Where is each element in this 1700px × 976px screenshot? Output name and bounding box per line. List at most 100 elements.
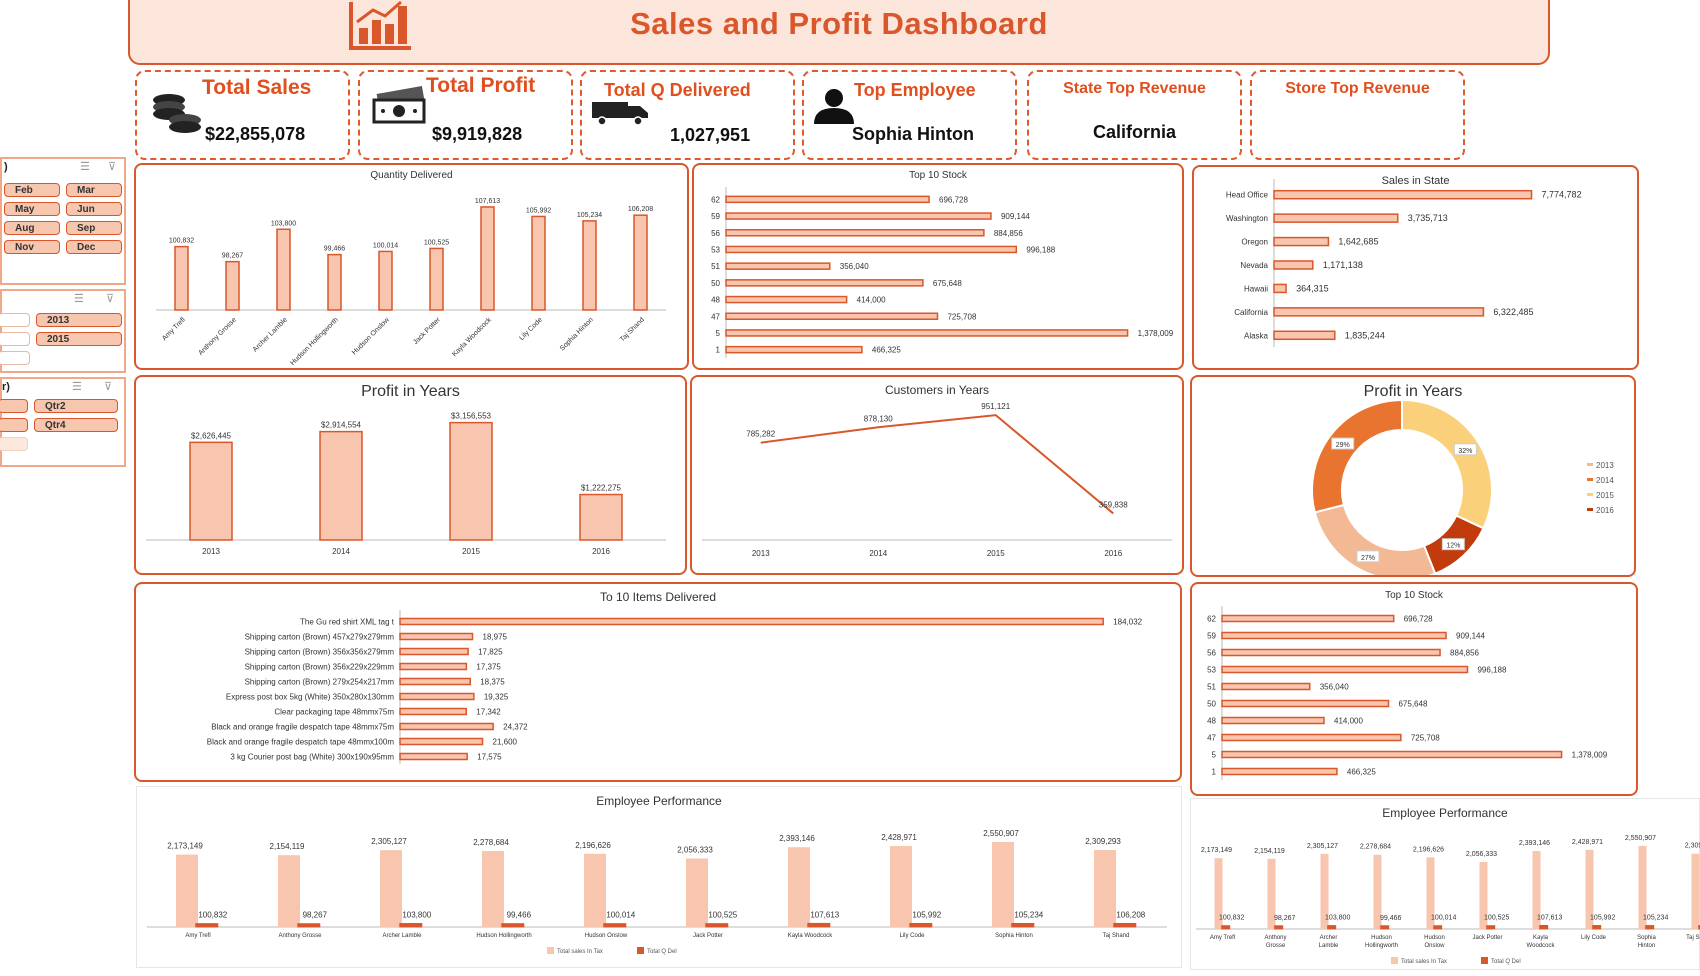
slicer-button[interactable] [0,399,28,413]
data-label: 17,342 [476,708,501,717]
slicer-button[interactable] [0,418,28,432]
bar [1221,925,1231,930]
bar [725,262,831,270]
quarter-slicer[interactable]: r) ☰ ⊽ Qtr2 Qtr4 [0,377,126,467]
slicer-button-empty[interactable] [0,351,30,365]
legend-swatch [1587,493,1593,496]
slice-label: 12% [1446,543,1460,550]
tick-label: 2016 [1104,549,1122,558]
slicer-button[interactable]: Qtr4 [34,418,118,432]
profit-in-years-panel: Profit in Years $2,626,445 2013 $2,914,554… [134,375,687,575]
slicer-button[interactable]: Mar [66,183,122,197]
data-label: 100,832 [1219,915,1244,922]
sales-in-state-panel: Sales in State Head Office 7,774,782 Washi… [1192,165,1639,370]
multi-select-icon[interactable]: ☰ [74,293,84,305]
tick-label: 5 [1212,751,1217,760]
data-label: 2,309,293 [1085,837,1121,846]
bar [992,841,1014,927]
data-label: $2,626,445 [191,431,232,440]
bar [584,853,606,927]
tick-label: Kayla Woodcock [451,316,493,358]
bar [1426,857,1435,929]
slicer-button[interactable]: Qtr2 [34,399,118,413]
slicer-button[interactable]: 2015 [36,332,122,346]
profit-in-years-chart: $2,626,445 2013 $2,914,554 2014 $3,156,553 20… [146,412,666,556]
slicer-button[interactable]: 2013 [36,313,122,327]
tick-label: Hudson [1424,935,1445,941]
slicer-button[interactable]: Nov [4,240,60,254]
bar [278,855,300,927]
tick-label: 53 [711,245,720,254]
tick-label: Black and orange fragile despatch tape 4… [211,723,394,732]
bar [195,923,219,928]
tick-label: 2013 [752,549,770,558]
data-label: 100,525 [424,239,449,246]
data-label: 2,278,684 [473,838,509,847]
bar [1221,716,1325,725]
slicer-button[interactable]: Dec [66,240,122,254]
tick-label: 53 [1207,666,1216,675]
bar [788,847,810,927]
slicer-button-empty[interactable] [0,313,30,327]
year-slicer[interactable]: ☰ ⊽ 2013 2015 [0,289,126,373]
slice-label: 32% [1458,448,1472,455]
bar [1638,845,1647,929]
tick-label: Grosse [1266,943,1286,949]
clear-filter-icon[interactable]: ⊽ [108,161,117,173]
legend-entry: Total sales In Tax [1401,959,1447,965]
bar [909,922,933,928]
data-label: 1,378,009 [1572,751,1608,760]
bar [1380,925,1390,930]
tick-label: Lily Code [1581,935,1607,941]
bar [725,279,924,287]
slicer-button[interactable]: Sep [66,221,122,235]
data-label: 356,040 [840,262,869,271]
slicer-button[interactable]: Aug [4,221,60,235]
slicer-button[interactable]: May [4,202,60,216]
slicer-button-empty[interactable] [0,332,30,346]
tick-label: Black and orange fragile despatch tape 4… [207,738,395,747]
data-label: 99,466 [1380,915,1402,922]
dashboard-title: Sales and Profit Dashboard [630,6,1048,41]
month-slicer[interactable]: ) ☰ ⊽ Feb Mar May Jun Aug Sep Nov Dec [0,157,126,285]
tick-label: 1 [716,346,721,355]
quantity-delivered-panel: Quantity Delivered 100,832 Amy Trefl 98,26… [134,163,689,370]
data-label: 3,735,713 [1408,213,1448,223]
legend-swatch [547,947,554,954]
data-label: 2,173,149 [167,842,203,851]
legend-swatch [1481,957,1488,964]
employee-performance-chart: 2,173,149 100,832 Amy Trefl 2,154,119 98,267… [147,829,1167,955]
data-label: 909,144 [1456,632,1485,641]
multi-select-icon[interactable]: ☰ [80,161,90,173]
bar [725,295,848,304]
tick-label: Kayla [1533,935,1549,941]
clear-filter-icon[interactable]: ⊽ [106,293,115,305]
data-label: 359,838 [1099,500,1128,509]
data-label: 2,393,146 [1519,840,1550,847]
slicer-button[interactable]: Feb [4,183,60,197]
slice-label: 29% [1336,442,1350,449]
bar [725,312,939,320]
bar [399,662,468,671]
slicer-button[interactable]: Jun [66,202,122,216]
clear-filter-icon[interactable]: ⊽ [104,381,113,393]
data-label: 2,393,146 [779,834,815,843]
tick-label: Express post box 5kg (White) 350x280x130… [226,693,394,702]
multi-select-icon[interactable]: ☰ [72,381,82,393]
tick-label: 47 [711,312,720,321]
bar [380,850,402,927]
data-label: 100,014 [606,911,635,920]
data-label: 100,014 [373,242,398,249]
data-label: 103,800 [402,911,431,920]
tick-label: 2016 [592,547,610,556]
bar [399,752,468,761]
data-label: 364,315 [1296,283,1329,293]
kpi-top-employee: Top Employee Sophia Hinton [802,70,1017,160]
slicer-button[interactable] [0,437,28,451]
tick-label: Alaska [1244,331,1269,340]
sales-in-state-chart: Head Office 7,774,782 Washington 3,735,713 O… [1226,179,1582,347]
data-label: 414,000 [1334,717,1363,726]
data-label: 2,428,971 [881,833,917,842]
kpi-label: Store Top Revenue [1285,80,1430,97]
data-label: 18,375 [480,678,505,687]
